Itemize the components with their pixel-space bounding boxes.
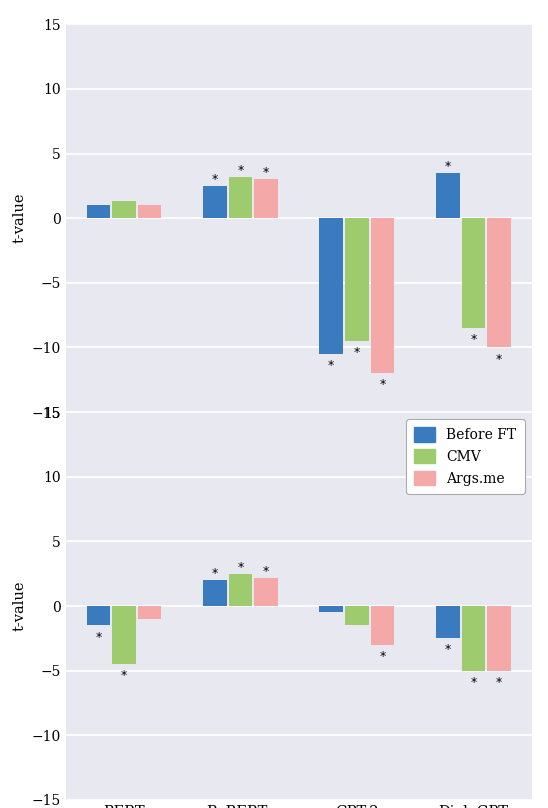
Bar	[229, 574, 252, 606]
Bar	[203, 186, 227, 218]
Text: *: *	[121, 669, 127, 682]
Text: *: *	[328, 359, 334, 372]
Bar	[254, 179, 278, 218]
Y-axis label: t-value: t-value	[12, 193, 26, 243]
Bar	[461, 606, 485, 671]
Y-axis label: t-value: t-value	[12, 581, 26, 631]
Bar	[436, 606, 460, 638]
Text: *: *	[263, 565, 269, 578]
Bar	[345, 606, 369, 625]
Text: *: *	[212, 173, 218, 186]
Text: *: *	[470, 333, 476, 346]
Text: *: *	[470, 675, 476, 688]
Bar	[436, 173, 460, 218]
Legend: Before FT, CMV, Args.me: Before FT, CMV, Args.me	[406, 419, 524, 494]
Text: *: *	[237, 164, 243, 177]
Text: *: *	[212, 567, 218, 580]
Text: *: *	[379, 378, 386, 391]
Bar	[229, 177, 252, 218]
Bar	[112, 201, 136, 218]
Bar	[203, 580, 227, 606]
Bar	[370, 218, 395, 373]
Bar	[112, 606, 136, 664]
Text: *: *	[237, 561, 243, 574]
Text: *: *	[496, 352, 502, 365]
Bar	[487, 218, 511, 347]
Bar	[87, 205, 110, 218]
Text: *: *	[263, 166, 269, 179]
Text: (a) LMB for Queerphobia: (a) LMB for Queerphobia	[201, 462, 396, 477]
Text: *: *	[496, 675, 502, 688]
Bar	[138, 606, 162, 619]
Bar	[254, 578, 278, 606]
Bar	[319, 218, 343, 354]
Bar	[87, 606, 110, 625]
Text: *: *	[354, 346, 360, 359]
Bar	[370, 606, 395, 645]
Bar	[345, 218, 369, 341]
Bar	[138, 205, 162, 218]
Text: *: *	[379, 650, 386, 663]
Text: *: *	[444, 643, 451, 656]
Bar	[461, 218, 485, 328]
Text: *: *	[95, 630, 101, 643]
Bar	[319, 606, 343, 612]
Text: *: *	[444, 160, 451, 173]
Bar	[487, 606, 511, 671]
